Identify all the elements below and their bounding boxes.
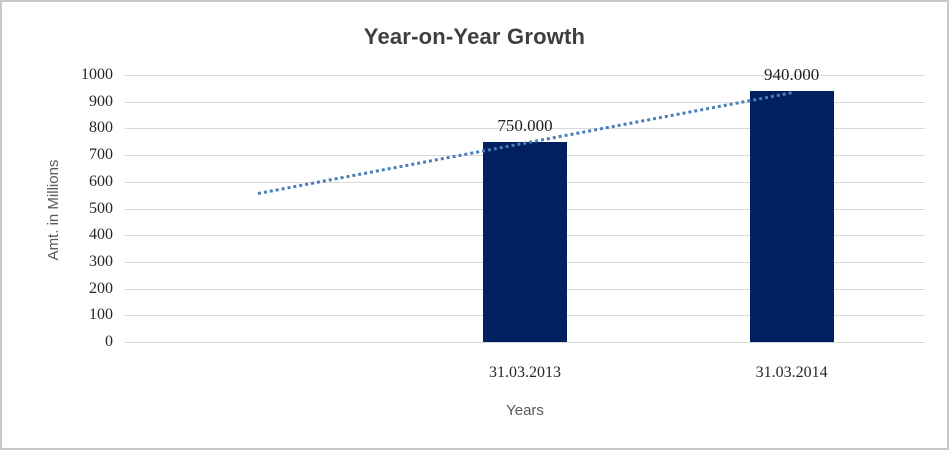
y-tick-label-300: 300 (89, 252, 113, 270)
y-tick-label-0: 0 (105, 333, 113, 350)
y-tick-label-900: 900 (89, 92, 113, 110)
y-tick-label-700: 700 (89, 146, 113, 164)
gridline-1000 (125, 75, 925, 76)
y-tick-label-200: 200 (89, 279, 113, 297)
y-axis-title: Amt. in Millions (45, 159, 62, 261)
y-tick-label-100: 100 (89, 306, 113, 324)
x-category-label-31.03.2014: 31.03.2014 (755, 364, 828, 381)
x-axis-title: Years (506, 402, 544, 419)
y-tick-label-800: 800 (89, 119, 113, 137)
y-tick-label-400: 400 (89, 226, 113, 244)
y-tick-label-1000: 1000 (81, 66, 113, 83)
gridline-900 (125, 101, 925, 103)
data-label-31.03.2013: 750.000 (497, 115, 553, 135)
y-tick-label-600: 600 (89, 172, 113, 190)
bar-31.03.2014[interactable] (749, 91, 834, 342)
data-label-31.03.2014: 940.000 (764, 65, 820, 85)
x-category-label-31.03.2013: 31.03.2013 (489, 364, 561, 381)
gridline-0 (125, 342, 925, 343)
chart-title: Year-on-Year Growth (363, 24, 586, 49)
bar-31.03.2013[interactable] (483, 141, 567, 342)
y-tick-label-500: 500 (89, 199, 113, 217)
gridline-800 (125, 128, 925, 130)
